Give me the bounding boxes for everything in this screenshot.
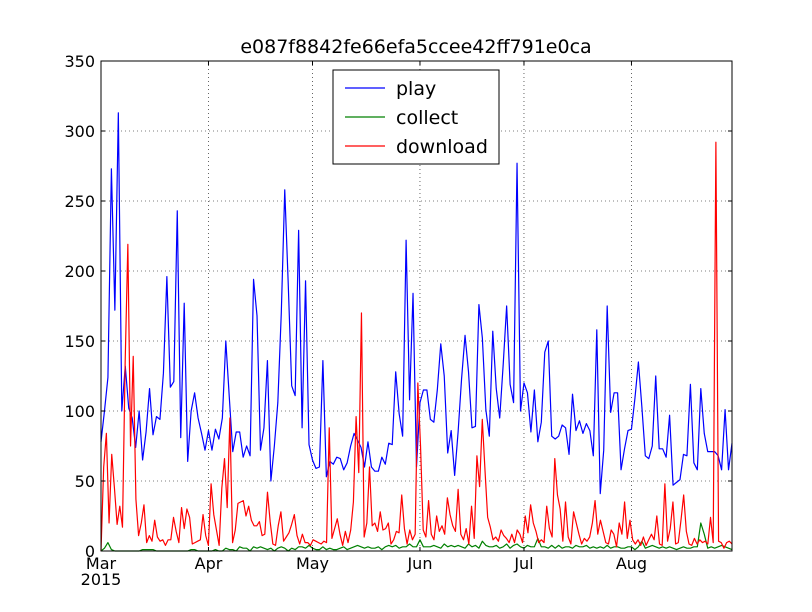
series-line-download — [100, 141, 733, 552]
series-line-collect — [100, 522, 733, 552]
y-tick-label: 350 — [64, 52, 95, 71]
legend: play collect download — [332, 69, 500, 165]
x-tick-label: May — [296, 554, 329, 573]
x-tick-label: Mar — [86, 554, 117, 573]
legend-label-play: play — [396, 78, 436, 100]
y-tick-label: 200 — [64, 262, 95, 281]
y-tick-label: 250 — [64, 192, 95, 211]
y-tick-label: 0 — [85, 542, 95, 561]
series-lines — [100, 112, 733, 552]
legend-label-collect: collect — [396, 107, 458, 129]
legend-label-download: download — [396, 136, 488, 158]
grid-lines — [101, 61, 732, 551]
x-tick-label: Aug — [616, 554, 647, 573]
y-tick-label: 100 — [64, 402, 95, 421]
y-axis-ticks: 0 50 100 150 200 250 300 350 — [64, 52, 732, 561]
x-tick-label: Jul — [513, 554, 533, 573]
y-tick-label: 300 — [64, 122, 95, 141]
x-tick-label: Jun — [406, 554, 432, 573]
plot-frame — [100, 60, 733, 552]
x-tick-year-label: 2015 — [81, 570, 122, 589]
y-tick-label: 50 — [75, 472, 95, 491]
x-tick-label: Apr — [195, 554, 223, 573]
chart-title: e087f8842fe66efa5ccee42ff791e0ca — [240, 36, 591, 58]
y-tick-label: 150 — [64, 332, 95, 351]
